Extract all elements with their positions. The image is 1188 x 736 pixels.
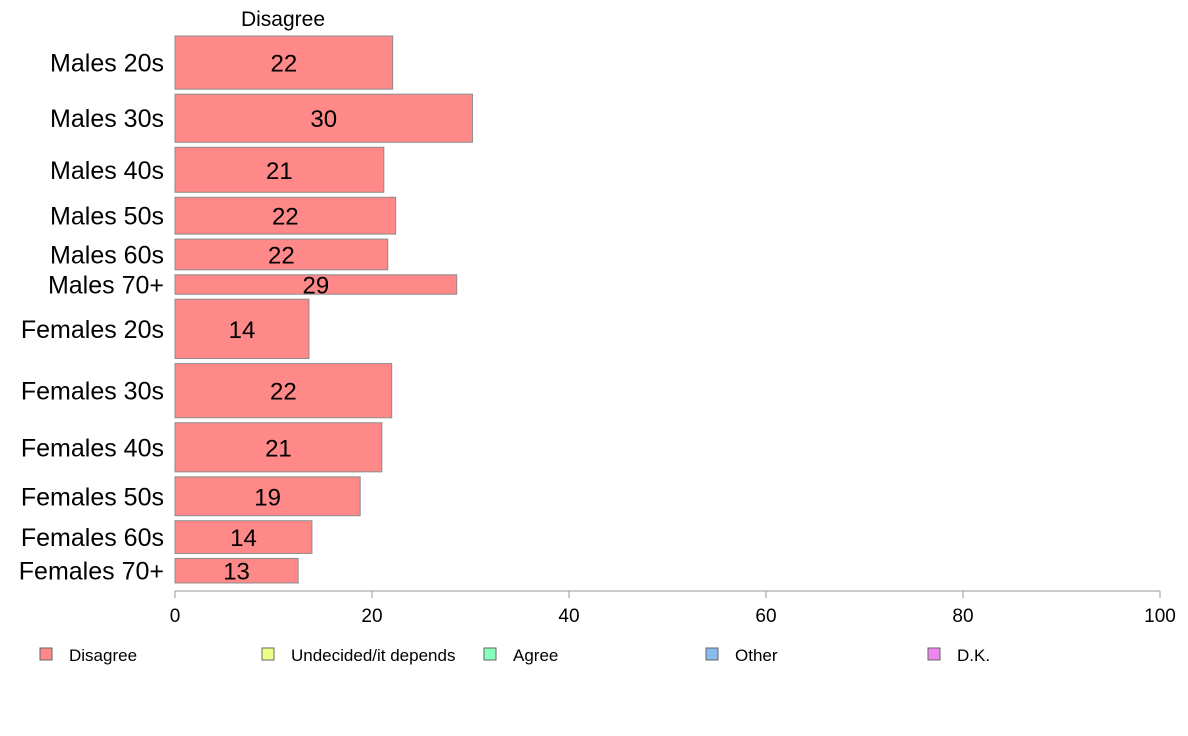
bar (174, 363, 393, 419)
x-tick-label: 0 (170, 606, 181, 627)
category-label: Females 30s (21, 378, 164, 406)
category-label: Males 30s (50, 105, 164, 133)
legend-label: Disagree (69, 646, 137, 665)
legend-label: D.K. (957, 646, 990, 665)
category-label: Females 40s (21, 434, 164, 462)
bar-value-label: 21 (265, 435, 292, 462)
category-label: Females 50s (21, 483, 164, 511)
bar-labels-group: 22 30 21 22 22 29 14 22 21 19 14 13 (223, 51, 337, 586)
bar (174, 146, 385, 193)
category-label: Males 70+ (48, 271, 164, 299)
bar-value-label: 22 (270, 51, 297, 78)
x-axis: 0 20 40 60 80 100 (170, 590, 1176, 627)
bar (174, 476, 361, 517)
legend-swatch (39, 647, 53, 661)
category-label: Males 60s (50, 241, 164, 269)
bar (174, 274, 458, 295)
legend-swatch (927, 647, 941, 661)
category-label: Males 40s (50, 157, 164, 185)
legend-label: Other (735, 646, 778, 665)
category-label: Females 20s (21, 316, 164, 344)
bar (174, 520, 313, 554)
bars-group (174, 35, 473, 584)
bar-value-label: 22 (268, 242, 295, 269)
bar (174, 196, 397, 235)
x-tick-label: 60 (755, 606, 776, 627)
bar-value-label: 14 (229, 317, 256, 344)
category-label: Males 20s (50, 50, 164, 78)
category-label: Males 50s (50, 203, 164, 231)
legend-swatch (261, 647, 275, 661)
bar (174, 557, 299, 584)
bar (174, 35, 394, 90)
bar-value-label: 19 (254, 484, 281, 511)
bar (174, 422, 383, 473)
category-labels-group: Males 20s Males 30s Males 40s Males 50s Male… (19, 50, 164, 586)
bar-value-label: 22 (270, 379, 297, 406)
bar-value-label: 21 (266, 158, 293, 185)
bar-value-label: 14 (230, 525, 257, 552)
x-tick-label: 100 (1144, 606, 1176, 627)
x-tick-label: 20 (361, 606, 382, 627)
legend-label: Agree (513, 646, 558, 665)
bar-value-label: 30 (310, 106, 337, 133)
bar-value-label: 13 (223, 559, 250, 586)
legend-label: Undecided/it depends (291, 646, 455, 665)
category-label: Females 60s (21, 524, 164, 552)
bar (174, 238, 389, 271)
legend: Disagree Undecided/it depends Agree Other D.… (39, 646, 990, 665)
x-tick-label: 80 (952, 606, 973, 627)
bar (174, 93, 473, 143)
category-label: Females 70+ (19, 558, 164, 586)
legend-swatch (705, 647, 719, 661)
column-title: Disagree (241, 8, 325, 31)
legend-swatch (483, 647, 497, 661)
x-tick-label: 40 (558, 606, 579, 627)
bar-value-label: 22 (272, 204, 299, 231)
bar-value-label: 29 (303, 272, 330, 299)
bar (174, 298, 310, 360)
